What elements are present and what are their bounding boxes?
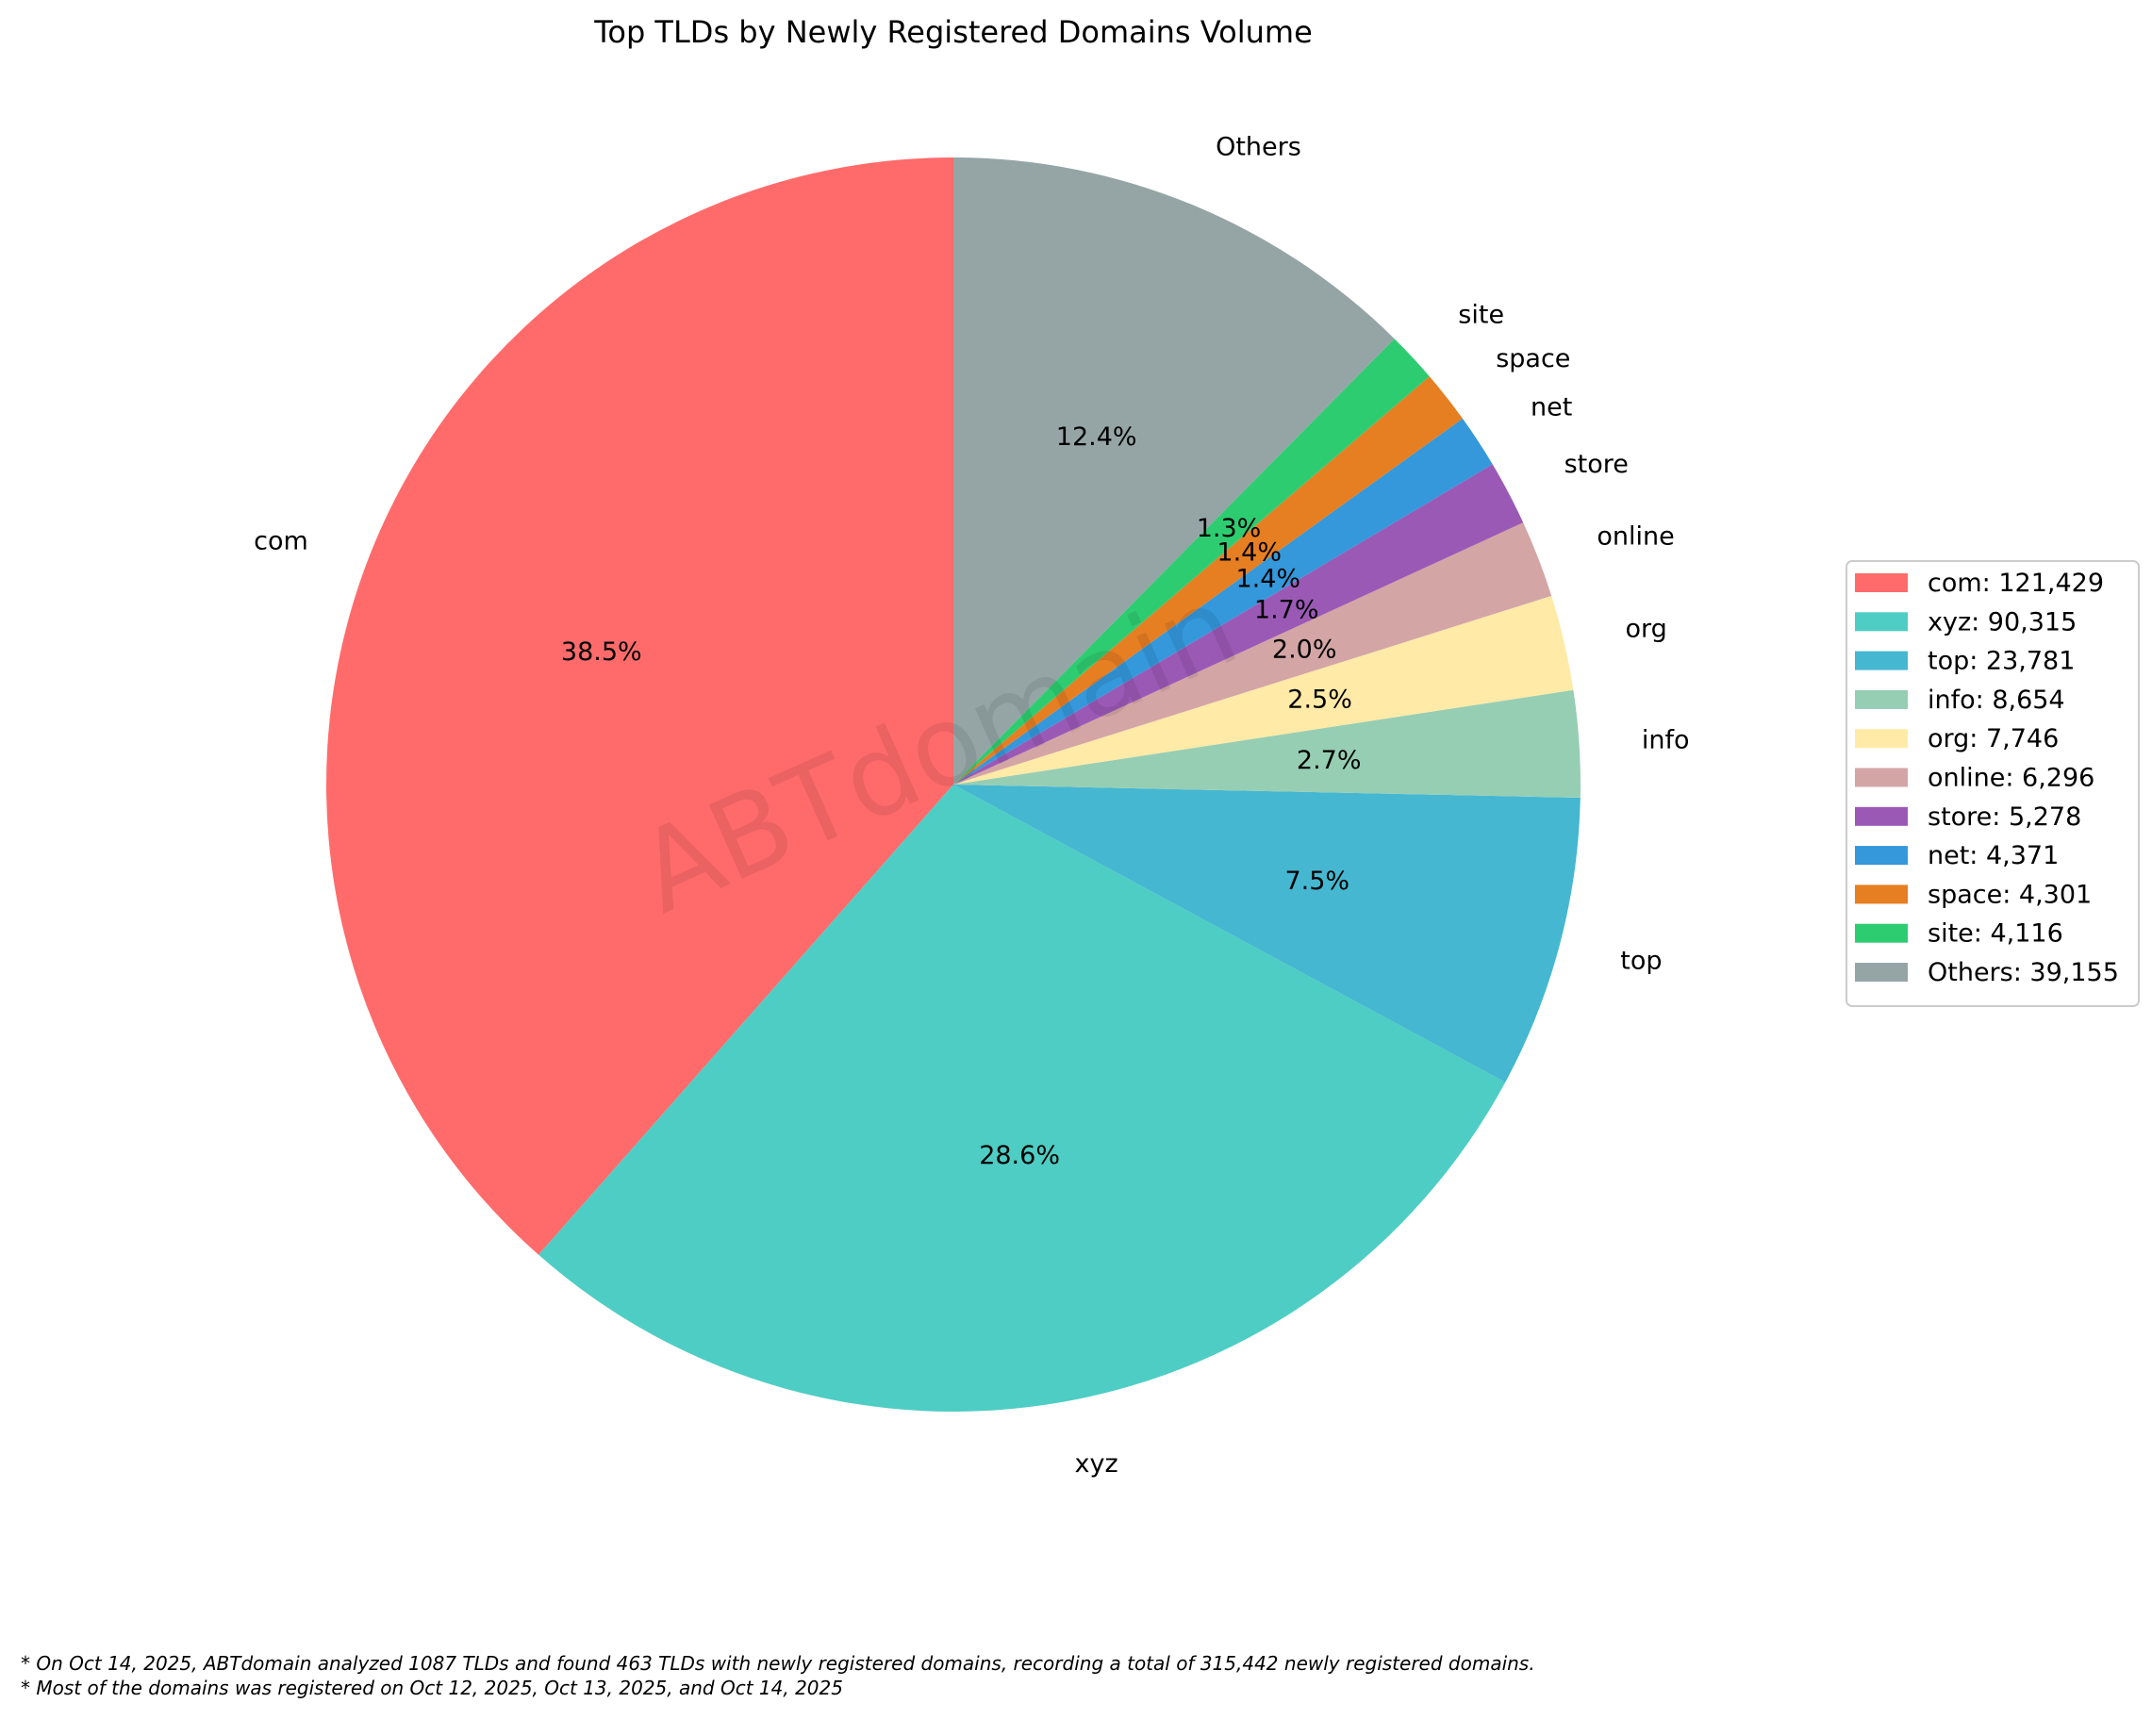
pie-slice-space: [953, 376, 1463, 785]
legend-swatch-net: [1855, 846, 1908, 866]
legend-swatch-online: [1855, 768, 1908, 787]
pie-slice-org: [953, 595, 1574, 785]
percent-label-info: 2.7%: [1297, 746, 1362, 775]
pie-slice-net: [953, 418, 1493, 785]
pie-slice-store: [953, 464, 1524, 785]
legend-frame: [1846, 560, 2140, 1007]
footnote-2: * Most of the domains was registered on …: [21, 1677, 843, 1699]
slice-label-com: com: [254, 526, 308, 555]
chart-title: Top TLDs by Newly Registered Domains Vol…: [593, 14, 1313, 50]
legend-label-online: online: 6,296: [1928, 764, 2094, 793]
slice-label-info: info: [1642, 725, 1690, 754]
legend-label-org: org: 7,746: [1928, 724, 2059, 753]
slice-label-top: top: [1620, 947, 1662, 976]
slice-label-online: online: [1597, 522, 1674, 552]
legend-label-space: space: 4,301: [1928, 880, 2092, 909]
slice-label-net: net: [1531, 392, 1572, 422]
pie-slice-info: [953, 689, 1581, 798]
percent-label-others: 12.4%: [1056, 422, 1137, 452]
slice-label-store: store: [1564, 450, 1629, 479]
percent-label-top: 7.5%: [1284, 867, 1349, 896]
slice-label-others: Others: [1216, 132, 1301, 161]
footnote-1: * On Oct 14, 2025, ABTdomain analyzed 10…: [21, 1652, 1535, 1675]
percent-label-org: 2.5%: [1287, 686, 1352, 715]
legend-label-info: info: 8,654: [1928, 686, 2065, 715]
legend-label-top: top: 23,781: [1928, 647, 2075, 676]
percent-label-space: 1.4%: [1217, 538, 1282, 568]
pie-slice-online: [953, 522, 1552, 785]
legend-swatch-site: [1855, 923, 1908, 943]
legend-swatch-top: [1855, 651, 1908, 670]
slice-label-xyz: xyz: [1075, 1449, 1118, 1479]
legend-label-com: com: 121,429: [1928, 569, 2104, 598]
percent-label-online: 2.0%: [1272, 635, 1337, 664]
slice-label-site: site: [1458, 300, 1504, 329]
pie-slice-others: [953, 157, 1395, 785]
percent-label-store: 1.7%: [1254, 596, 1319, 625]
percent-label-site: 1.3%: [1197, 514, 1262, 543]
percent-label-xyz: 28.6%: [979, 1141, 1060, 1170]
legend-swatch-info: [1855, 689, 1908, 709]
pie-slice-com: [326, 157, 953, 1255]
percent-labels: 38.5%28.6%7.5%2.7%2.5%2.0%1.7%1.4%1.4%1.…: [561, 422, 1362, 1170]
pie-slice-top: [953, 785, 1581, 1083]
legend-swatch-com: [1855, 573, 1908, 592]
legend-swatch-others: [1855, 963, 1908, 982]
percent-label-com: 38.5%: [561, 637, 642, 667]
legend-swatch-xyz: [1855, 612, 1908, 632]
legend-label-xyz: xyz: 90,315: [1928, 607, 2077, 637]
legend-label-site: site: 4,116: [1928, 919, 2063, 949]
legend-label-others: Others: 39,155: [1928, 958, 2119, 987]
percent-label-net: 1.4%: [1235, 564, 1300, 593]
pie-slices: [326, 157, 1581, 1412]
legend-swatch-store: [1855, 806, 1908, 826]
legend-swatch-org: [1855, 729, 1908, 749]
pie-slice-xyz: [538, 785, 1506, 1412]
legend: com: 121,429 xyz: 90,315 top: 23,781 info: …: [1846, 560, 2140, 1007]
slice-labels: com xyz top info org online store net space site O…: [254, 132, 1689, 1479]
legend-label-store: store: 5,278: [1928, 802, 2081, 832]
pie-slice-site: [953, 339, 1430, 785]
slice-label-org: org: [1626, 614, 1667, 643]
legend-swatch-space: [1855, 885, 1908, 904]
slice-label-space: space: [1496, 344, 1570, 373]
legend-label-net: net: 4,371: [1928, 841, 2059, 870]
